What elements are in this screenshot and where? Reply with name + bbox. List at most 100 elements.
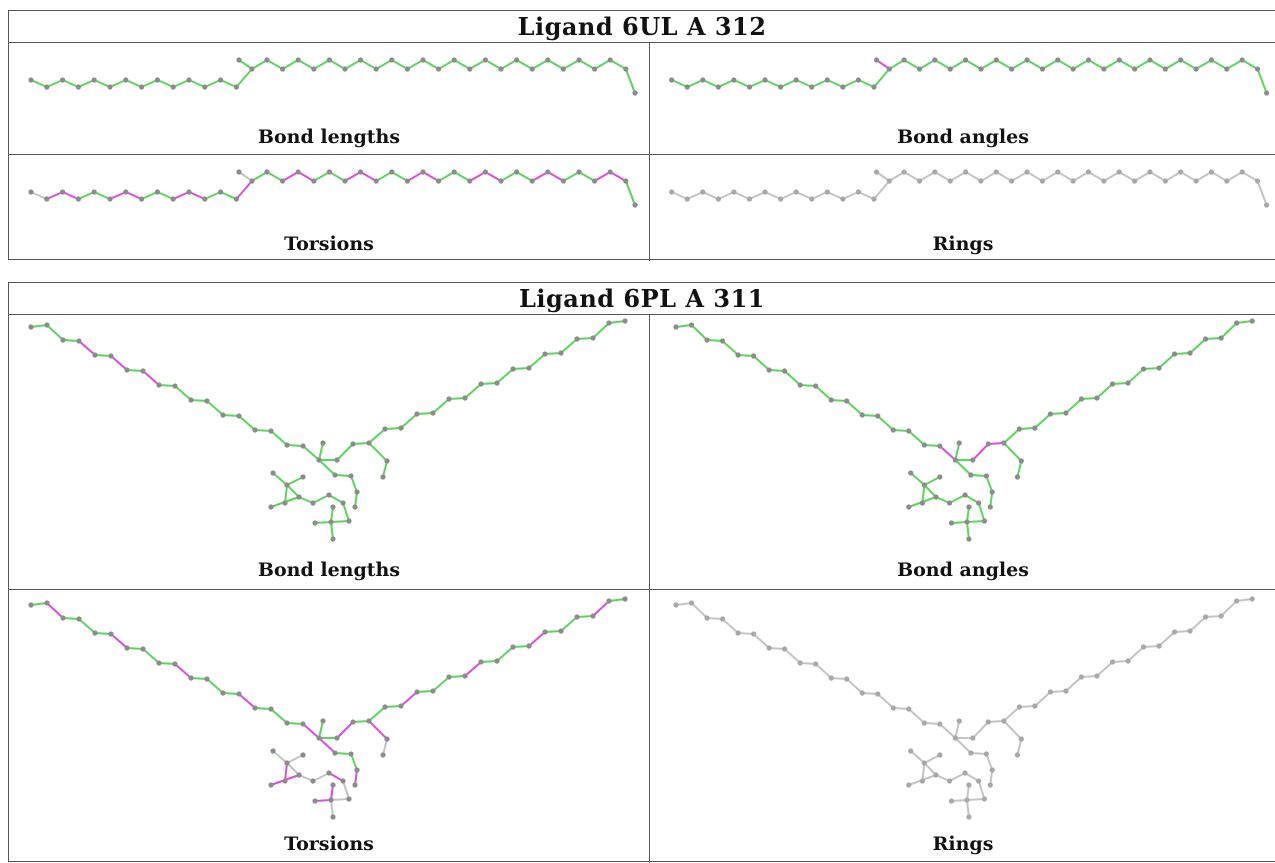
bond-line xyxy=(949,171,967,182)
bond-line xyxy=(375,171,393,182)
atom-node xyxy=(985,719,991,725)
atom-node xyxy=(558,628,564,634)
atom-node xyxy=(983,473,989,479)
molecule-diagram xyxy=(673,596,1255,820)
atom-node xyxy=(220,412,226,418)
atom-node xyxy=(970,735,976,741)
atom-node xyxy=(44,322,50,328)
bond-line xyxy=(302,445,320,461)
bond-line xyxy=(1118,59,1136,70)
bond-line xyxy=(484,171,502,182)
atom-node xyxy=(60,615,66,621)
atom-node xyxy=(366,440,372,446)
atom-node xyxy=(983,751,989,757)
bond-line xyxy=(1180,171,1197,182)
bond-line xyxy=(1003,720,1023,740)
atom-node xyxy=(140,646,146,652)
bond-line xyxy=(235,68,253,88)
bond-line xyxy=(1158,631,1176,647)
atom-node xyxy=(170,84,176,90)
atom-node xyxy=(348,473,354,479)
bond-line xyxy=(330,521,334,540)
bond-line xyxy=(815,663,832,679)
atom-node xyxy=(987,782,993,788)
atom-node xyxy=(154,77,160,83)
bond-line xyxy=(336,443,354,461)
bond-line xyxy=(908,708,925,724)
bond-line xyxy=(671,191,688,200)
ligand-block-1: Ligand 6UL A 312 Bond lengths Bond angle… xyxy=(8,10,1275,261)
bond-line xyxy=(109,79,127,88)
bond-line xyxy=(270,430,288,446)
bond-line xyxy=(609,59,627,70)
atom-node xyxy=(542,629,548,635)
bond-line xyxy=(576,615,594,618)
bond-line xyxy=(438,59,455,70)
bond-line xyxy=(484,59,502,70)
panel-caption: Torsions xyxy=(284,233,374,255)
bond-line xyxy=(204,79,222,88)
bond-line xyxy=(266,171,284,182)
bond-line xyxy=(272,472,288,486)
atom-node xyxy=(451,57,457,63)
bond-line xyxy=(1189,616,1207,632)
atom-node xyxy=(558,350,564,356)
atom-node xyxy=(172,661,178,667)
atom-node xyxy=(700,77,706,83)
atom-node xyxy=(993,169,999,175)
atom-node xyxy=(478,381,484,387)
atom-node xyxy=(622,318,628,324)
atom-node xyxy=(92,352,98,358)
bond-line xyxy=(141,191,158,200)
atom-node xyxy=(60,337,66,343)
bond-line xyxy=(251,171,268,182)
bond-line xyxy=(496,646,514,662)
atom-node xyxy=(358,57,364,63)
bond-line xyxy=(780,191,797,200)
bond-line xyxy=(1034,691,1052,707)
atom-node xyxy=(1218,335,1224,341)
atom-node xyxy=(947,66,953,72)
atom-node xyxy=(352,782,358,788)
atom-node xyxy=(908,470,914,476)
bond-line xyxy=(594,171,611,182)
atom-node xyxy=(937,721,943,727)
atom-node xyxy=(932,57,938,63)
atom-node xyxy=(188,675,194,681)
atom-node xyxy=(809,196,815,202)
bond-line xyxy=(1158,353,1176,369)
atom-node xyxy=(993,57,999,63)
bond-line xyxy=(312,494,330,504)
bond-line xyxy=(336,721,354,739)
atom-node xyxy=(828,675,834,681)
bond-line xyxy=(531,59,549,70)
atom-node xyxy=(731,189,737,195)
bond-line xyxy=(826,191,844,200)
bond-line xyxy=(222,414,240,417)
atom-node xyxy=(296,772,302,778)
bond-line xyxy=(717,191,735,200)
bond-line xyxy=(46,79,64,88)
atom-node xyxy=(989,767,995,773)
bond-line xyxy=(391,59,408,70)
bond-line xyxy=(918,171,936,182)
bond-line xyxy=(254,429,272,432)
bond-line xyxy=(995,59,1013,70)
bond-line xyxy=(815,385,832,401)
bond-line xyxy=(1241,59,1259,70)
bond-line xyxy=(62,617,80,620)
atom-node xyxy=(906,706,912,712)
atom-node xyxy=(1063,688,1069,694)
bond-line xyxy=(94,632,112,635)
bond-line xyxy=(608,598,626,602)
atom-node xyxy=(28,77,34,83)
bond-line xyxy=(1220,322,1238,339)
atom-node xyxy=(156,382,162,388)
atom-node xyxy=(264,57,270,63)
bond-line xyxy=(464,383,482,399)
bond-line xyxy=(318,737,336,754)
atom-node xyxy=(966,504,972,510)
atom-node xyxy=(420,57,426,63)
bond-line xyxy=(1134,59,1151,70)
atom-node xyxy=(123,77,129,83)
